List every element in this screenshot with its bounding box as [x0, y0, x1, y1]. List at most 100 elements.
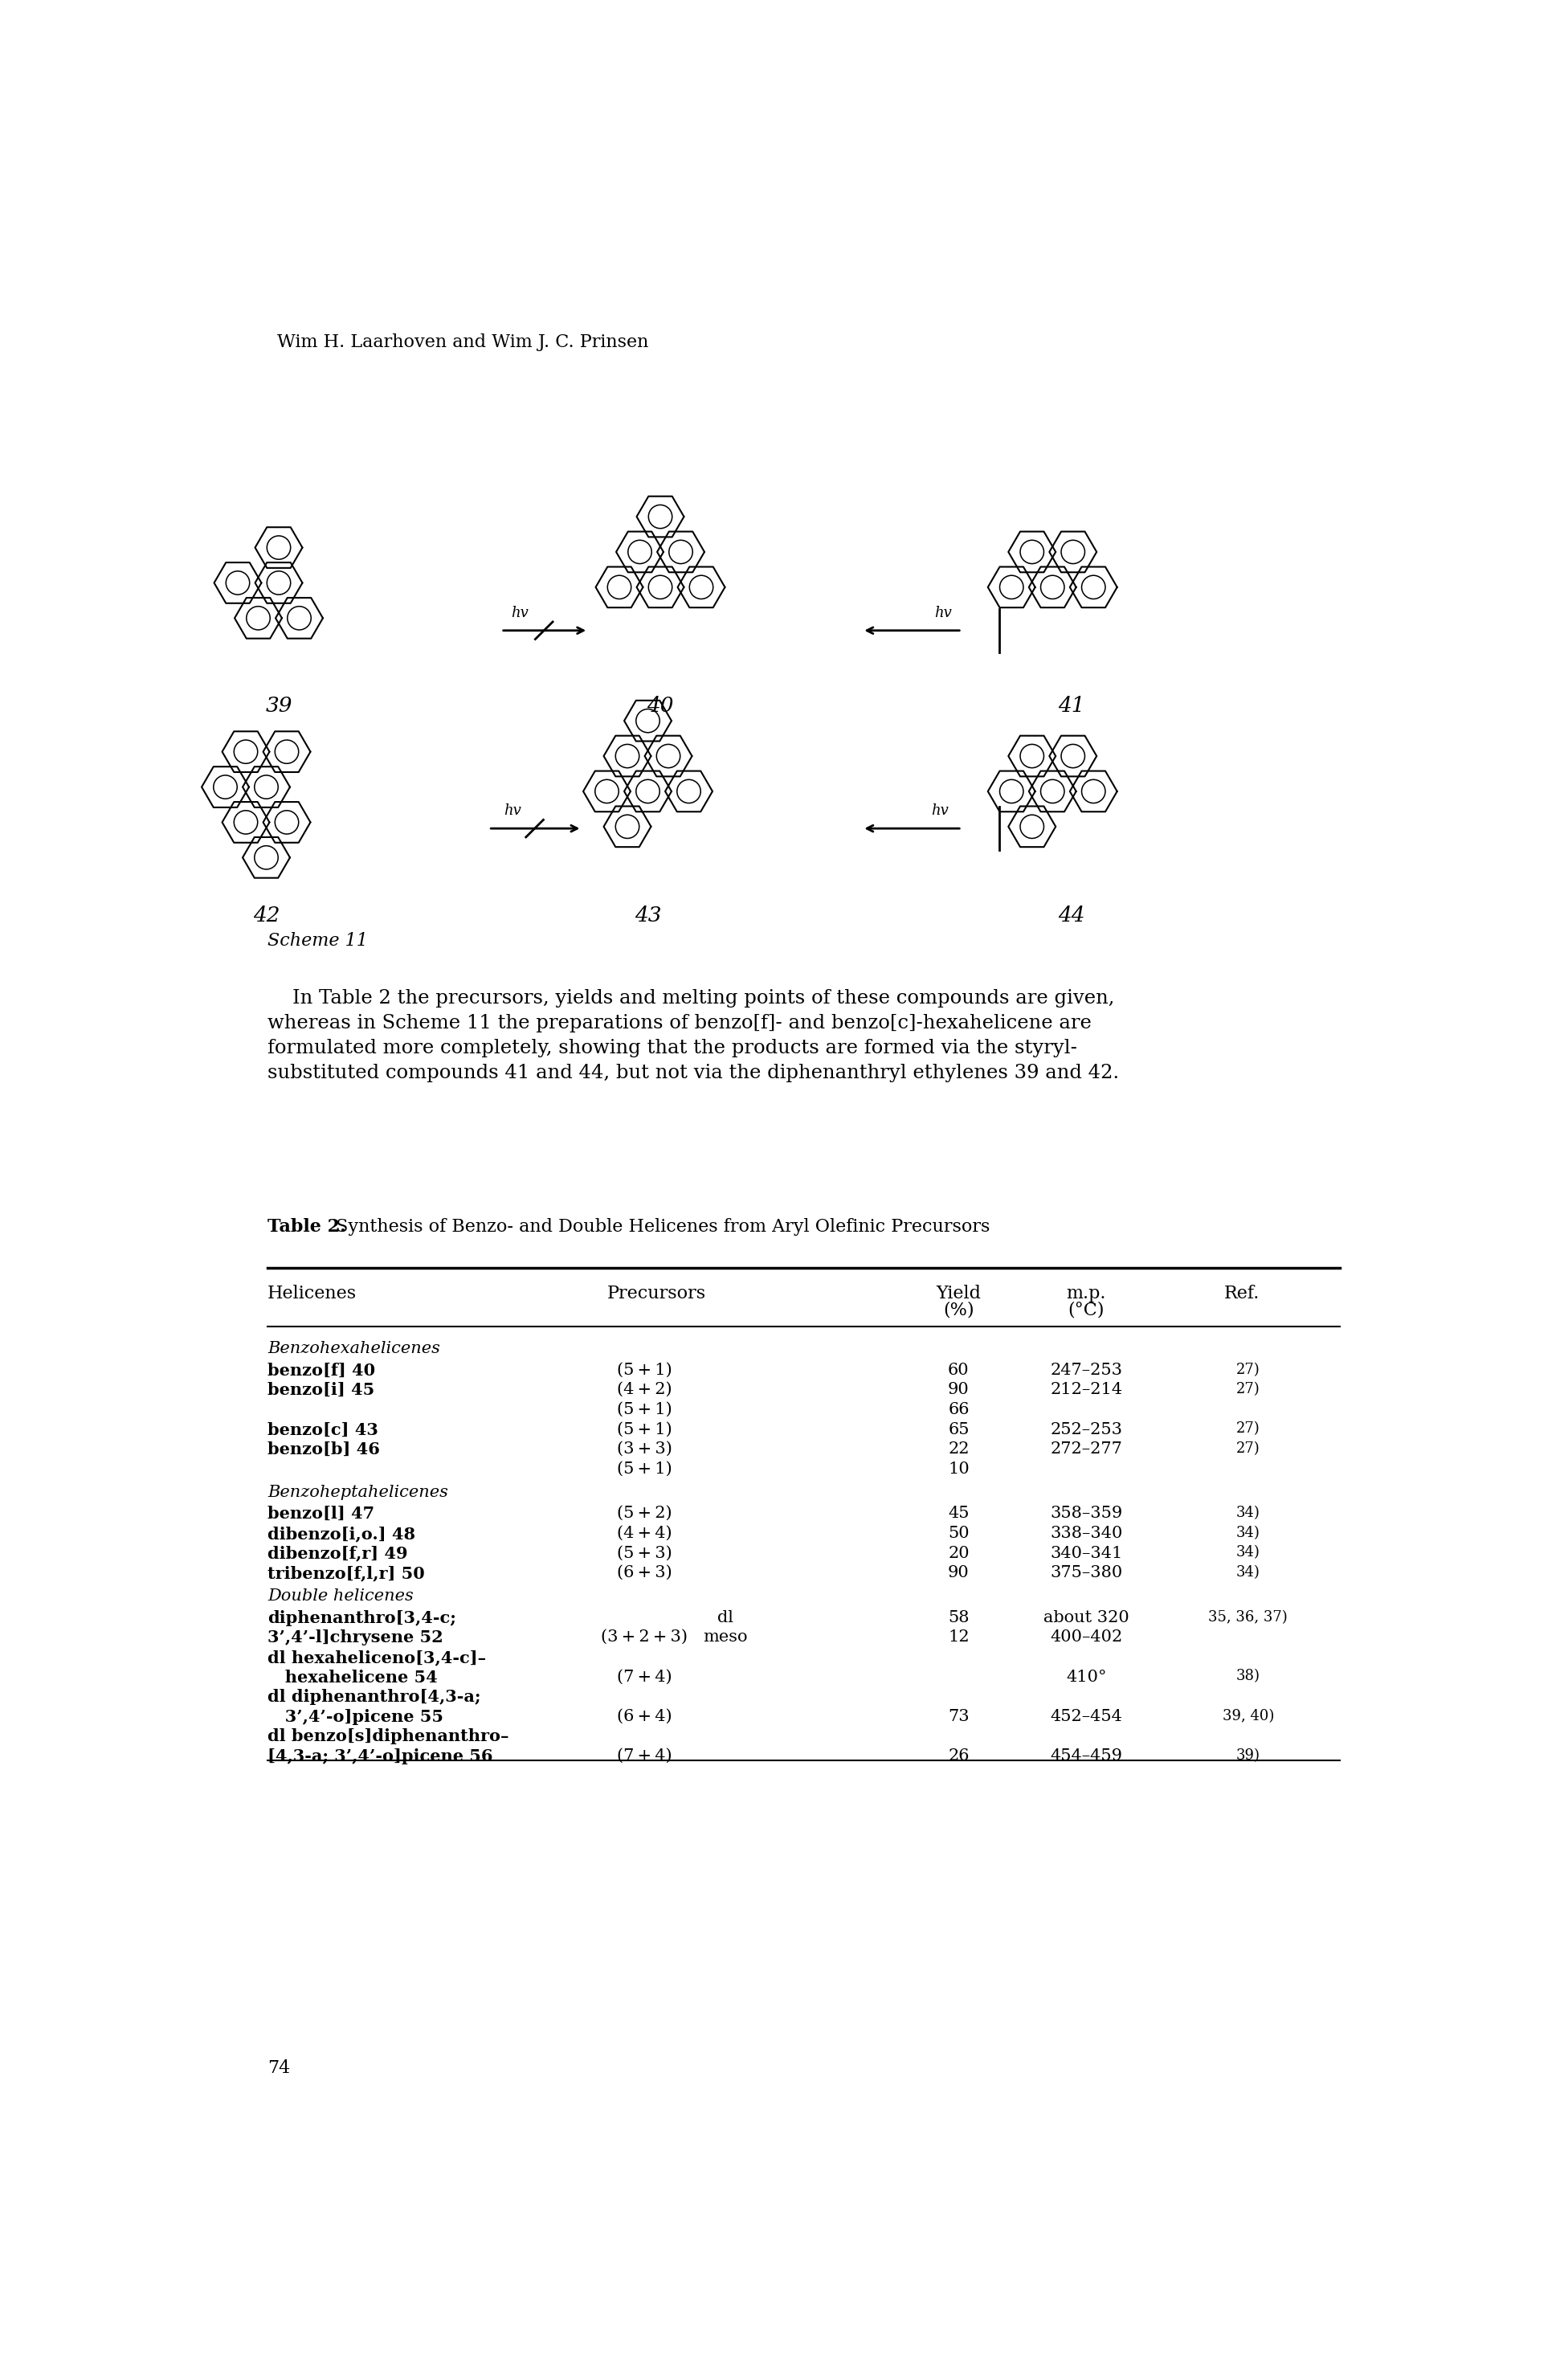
- Text: (7 + 4): (7 + 4): [616, 1669, 671, 1685]
- Text: formulated more completely, showing that the products are formed via the styryl-: formulated more completely, showing that…: [268, 1039, 1077, 1058]
- Text: Wim H. Laarhoven and Wim J. C. Prinsen: Wim H. Laarhoven and Wim J. C. Prinsen: [278, 334, 648, 350]
- Text: 27): 27): [1236, 1423, 1261, 1437]
- Text: 74: 74: [268, 2059, 290, 2078]
- Text: 73: 73: [949, 1709, 969, 1723]
- Text: benzo[l] 47: benzo[l] 47: [268, 1505, 375, 1522]
- Text: 50: 50: [949, 1527, 969, 1541]
- Text: Benzohexahelicenes: Benzohexahelicenes: [268, 1342, 441, 1356]
- Text: benzo[b] 46: benzo[b] 46: [268, 1442, 379, 1458]
- Text: hv: hv: [931, 805, 949, 819]
- Text: Precursors: Precursors: [607, 1285, 706, 1302]
- Text: 34): 34): [1236, 1527, 1261, 1541]
- Text: (5 + 2): (5 + 2): [616, 1505, 671, 1522]
- Text: (5 + 1): (5 + 1): [616, 1363, 671, 1378]
- Text: 272–277: 272–277: [1051, 1442, 1123, 1456]
- Text: 58: 58: [949, 1610, 969, 1626]
- Text: dl benzo[s]diphenanthro–: dl benzo[s]diphenanthro–: [268, 1728, 510, 1744]
- Text: 247–253: 247–253: [1051, 1363, 1123, 1378]
- Text: 375–380: 375–380: [1051, 1565, 1123, 1581]
- Text: dl: dl: [717, 1610, 734, 1626]
- Text: 340–341: 340–341: [1051, 1546, 1123, 1560]
- Text: 252–253: 252–253: [1051, 1423, 1123, 1437]
- Text: 27): 27): [1236, 1442, 1261, 1456]
- Text: substituted compounds 41 and 44, but not via the diphenanthryl ethylenes 39 and : substituted compounds 41 and 44, but not…: [268, 1063, 1120, 1082]
- Text: 454–459: 454–459: [1051, 1749, 1123, 1763]
- Text: 65: 65: [949, 1423, 969, 1437]
- Text: (6 + 4): (6 + 4): [616, 1709, 671, 1723]
- Text: benzo[i] 45: benzo[i] 45: [268, 1382, 375, 1399]
- Text: benzo[c] 43: benzo[c] 43: [268, 1423, 378, 1437]
- Text: (3 + 2 + 3): (3 + 2 + 3): [601, 1628, 688, 1645]
- Text: 39, 40): 39, 40): [1221, 1709, 1273, 1723]
- Text: Ref.: Ref.: [1225, 1285, 1259, 1302]
- Text: 22: 22: [949, 1442, 969, 1456]
- Text: [4,3-a; 3’,4’-o]picene 56: [4,3-a; 3’,4’-o]picene 56: [268, 1749, 492, 1763]
- Text: 35, 36, 37): 35, 36, 37): [1209, 1610, 1287, 1624]
- Text: hv: hv: [511, 606, 528, 620]
- Text: 42: 42: [252, 907, 279, 925]
- Text: 39: 39: [265, 696, 292, 715]
- Text: 410°: 410°: [1066, 1669, 1107, 1685]
- Text: 90: 90: [949, 1382, 969, 1397]
- Text: 43: 43: [635, 907, 662, 925]
- Text: 60: 60: [949, 1363, 969, 1378]
- Text: dibenzo[f,r] 49: dibenzo[f,r] 49: [268, 1546, 408, 1562]
- Text: 3’,4’-o]picene 55: 3’,4’-o]picene 55: [268, 1709, 444, 1726]
- Text: diphenanthro[3,4-c;: diphenanthro[3,4-c;: [268, 1610, 456, 1626]
- Text: (5 + 1): (5 + 1): [616, 1460, 671, 1477]
- Text: 66: 66: [949, 1401, 969, 1418]
- Text: (5 + 3): (5 + 3): [616, 1546, 671, 1560]
- Text: (5 + 1): (5 + 1): [616, 1423, 671, 1437]
- Text: (3 + 3): (3 + 3): [616, 1442, 673, 1456]
- Text: m.p.: m.p.: [1066, 1285, 1105, 1302]
- Text: 20: 20: [949, 1546, 969, 1560]
- Text: Yield: Yield: [936, 1285, 982, 1302]
- Text: dl diphenanthro[4,3-a;: dl diphenanthro[4,3-a;: [268, 1690, 481, 1704]
- Text: Double helicenes: Double helicenes: [268, 1588, 414, 1605]
- Text: 41: 41: [1058, 696, 1085, 715]
- Text: tribenzo[f,l,r] 50: tribenzo[f,l,r] 50: [268, 1565, 425, 1581]
- Text: 44: 44: [1058, 907, 1085, 925]
- Text: Scheme 11: Scheme 11: [268, 933, 368, 949]
- Text: whereas in Scheme 11 the preparations of benzo[f]- and benzo[c]-hexahelicene are: whereas in Scheme 11 the preparations of…: [268, 1013, 1091, 1032]
- Text: In Table 2 the precursors, yields and melting points of these compounds are give: In Table 2 the precursors, yields and me…: [268, 989, 1115, 1008]
- Text: hv: hv: [935, 606, 952, 620]
- Text: (5 + 1): (5 + 1): [616, 1401, 671, 1418]
- Text: 212–214: 212–214: [1051, 1382, 1123, 1397]
- Text: (7 + 4): (7 + 4): [616, 1749, 671, 1763]
- Text: Helicenes: Helicenes: [268, 1285, 358, 1302]
- Text: 34): 34): [1236, 1565, 1261, 1579]
- Text: 34): 34): [1236, 1505, 1261, 1520]
- Text: Benzoheptahelicenes: Benzoheptahelicenes: [268, 1484, 448, 1501]
- Text: (°C): (°C): [1068, 1302, 1104, 1318]
- Text: dibenzo[i,o.] 48: dibenzo[i,o.] 48: [268, 1527, 416, 1541]
- Text: hv: hv: [503, 805, 521, 819]
- Text: 26: 26: [949, 1749, 969, 1763]
- Text: 338–340: 338–340: [1051, 1527, 1123, 1541]
- Text: (4 + 4): (4 + 4): [616, 1527, 671, 1541]
- Text: 12: 12: [949, 1628, 969, 1645]
- Text: Synthesis of Benzo- and Double Helicenes from Aryl Olefinic Precursors: Synthesis of Benzo- and Double Helicenes…: [329, 1219, 989, 1236]
- Text: 90: 90: [949, 1565, 969, 1581]
- Text: benzo[f] 40: benzo[f] 40: [268, 1363, 375, 1378]
- Text: hexahelicene 54: hexahelicene 54: [268, 1669, 437, 1685]
- Text: 27): 27): [1236, 1382, 1261, 1397]
- Text: dl hexaheliceno[3,4-c]–: dl hexaheliceno[3,4-c]–: [268, 1650, 486, 1666]
- Text: 27): 27): [1236, 1363, 1261, 1378]
- Text: (4 + 2): (4 + 2): [616, 1382, 671, 1397]
- Text: 358–359: 358–359: [1051, 1505, 1123, 1522]
- Text: (%): (%): [942, 1302, 974, 1318]
- Text: 34): 34): [1236, 1546, 1261, 1560]
- Text: about 320: about 320: [1043, 1610, 1129, 1626]
- Text: Table 2.: Table 2.: [268, 1219, 347, 1236]
- Text: 3’,4’-l]chrysene 52: 3’,4’-l]chrysene 52: [268, 1628, 444, 1645]
- Text: 45: 45: [949, 1505, 969, 1522]
- Text: (6 + 3): (6 + 3): [616, 1565, 671, 1581]
- Text: 39): 39): [1236, 1749, 1261, 1763]
- Text: 40: 40: [648, 696, 674, 715]
- Text: 10: 10: [949, 1460, 969, 1477]
- Text: 452–454: 452–454: [1051, 1709, 1123, 1723]
- Text: 38): 38): [1236, 1669, 1261, 1683]
- Text: meso: meso: [702, 1628, 748, 1645]
- Text: 400–402: 400–402: [1051, 1628, 1123, 1645]
